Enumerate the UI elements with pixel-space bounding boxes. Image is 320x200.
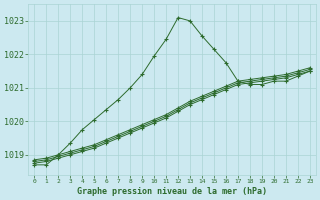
- X-axis label: Graphe pression niveau de la mer (hPa): Graphe pression niveau de la mer (hPa): [77, 187, 267, 196]
